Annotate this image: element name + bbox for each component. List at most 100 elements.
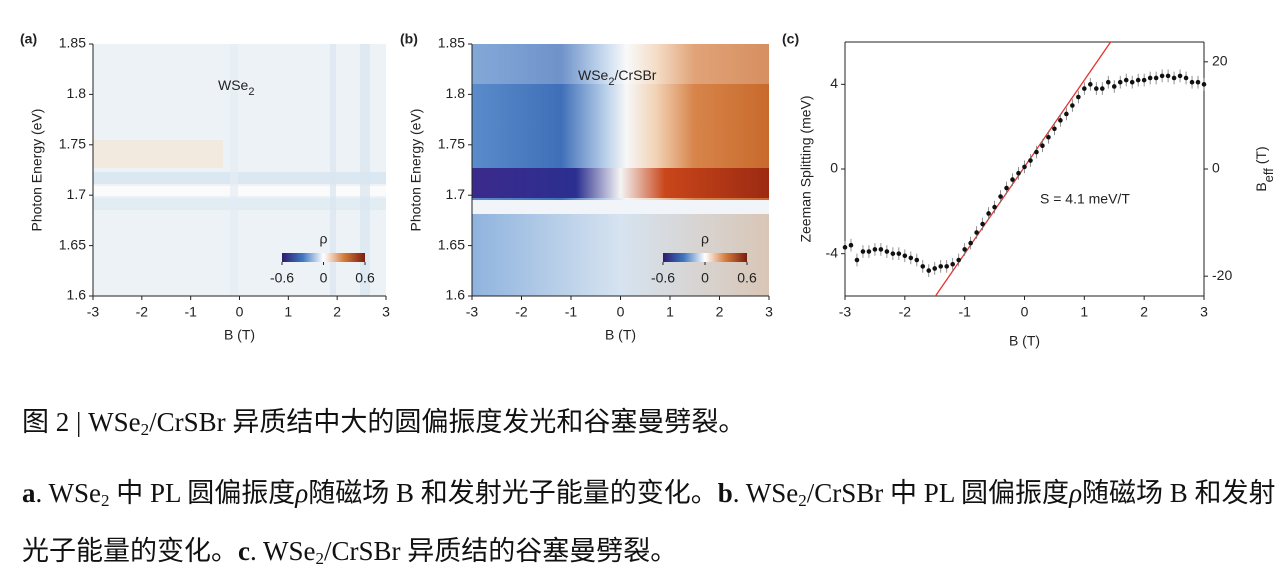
- data-point: [902, 253, 908, 259]
- data-point: [878, 247, 884, 252]
- x-tick-label: -3: [839, 304, 852, 320]
- colorbar: [282, 253, 365, 262]
- y-tick-label: 1.75: [59, 136, 86, 152]
- x-tick-label: 0: [236, 304, 244, 320]
- data-point: [896, 251, 902, 256]
- y-tick-label: 1.65: [59, 236, 86, 252]
- data-point: [1129, 79, 1135, 85]
- data-point: [1153, 75, 1159, 81]
- caption-text: /CrSBr 异质结中大的圆偏振度发光和谷塞曼劈裂。: [149, 407, 746, 437]
- label-part: WSe: [218, 77, 249, 93]
- caption-text: ρ: [295, 478, 309, 508]
- data-point: [1111, 84, 1117, 89]
- colorbar-tick-label: -0.6: [270, 270, 294, 286]
- data-point: [1189, 79, 1195, 85]
- y-tick-label: 1.7: [67, 186, 87, 202]
- page: (a) -3 -2 -1 0 1 2 3 1.6 1.65 1.7 1.75 1.8 1.85 B (T) P…: [20, 30, 1284, 568]
- colorbar-tick-label: -0.6: [651, 270, 675, 286]
- data-point: [1058, 118, 1063, 123]
- y-axis-label: Zeeman Splitting (meV): [798, 95, 814, 242]
- colorbar-tick-label: 0.6: [737, 270, 757, 286]
- colorbar-label: ρ: [701, 231, 709, 247]
- caption-text: . WSe: [35, 478, 102, 508]
- caption-title: 图 2 | WSe2/CrSBr 异质结中大的圆偏振度发光和谷塞曼劈裂。: [22, 397, 1284, 455]
- data-point: [866, 249, 872, 254]
- data-point: [1159, 73, 1165, 79]
- data-point: [968, 240, 973, 246]
- data-point: [860, 249, 866, 254]
- heatmap-image: [93, 44, 386, 296]
- data-point: [1004, 185, 1009, 191]
- data-point: [980, 221, 985, 227]
- data-point: [938, 264, 944, 269]
- data-point: [944, 264, 950, 269]
- data-point: [1117, 79, 1123, 85]
- caption-text: 2: [315, 549, 324, 568]
- data-point: [1034, 149, 1039, 155]
- x-tick-label: -2: [136, 304, 149, 320]
- caption-text: c: [238, 536, 250, 566]
- data-point: [992, 204, 997, 210]
- data-point: [1022, 164, 1027, 170]
- x-tick-label: 3: [765, 304, 773, 320]
- data-point: [1064, 111, 1069, 117]
- x-tick-label: 2: [716, 304, 724, 320]
- data-point: [872, 247, 878, 252]
- x-tick-label: 1: [1080, 304, 1088, 320]
- x-tick-label: 0: [1021, 304, 1029, 320]
- annotation: S = 4.1 meV/T: [1040, 191, 1130, 207]
- caption-text: . WSe: [249, 536, 316, 566]
- data-point: [1010, 177, 1015, 182]
- x-tick-label: 0: [617, 304, 625, 320]
- data-point: [1105, 79, 1111, 85]
- x-axis-label: B (T): [224, 327, 255, 343]
- data-point: [1076, 94, 1081, 100]
- y-tick-label: 0: [830, 160, 838, 176]
- caption-text: 随磁场 B 和发射光子能量的变化。: [308, 478, 718, 508]
- y2-tick-label: 0: [1212, 160, 1220, 176]
- data-point: [848, 242, 854, 248]
- caption-text: 2: [101, 491, 110, 510]
- x-tick-label: -1: [565, 304, 578, 320]
- colorbar-tick-label: 0: [320, 270, 328, 286]
- data-point: [1147, 75, 1153, 81]
- data-point: [1183, 75, 1189, 81]
- data-point: [1177, 73, 1183, 79]
- data-point: [956, 257, 961, 263]
- data-point: [1165, 73, 1171, 79]
- data-point: [1123, 77, 1129, 83]
- y-tick-label: 1.65: [438, 236, 465, 252]
- y-tick-label: 1.8: [67, 85, 87, 101]
- colorbar-label: ρ: [320, 231, 328, 247]
- y-tick-label: 1.75: [438, 136, 465, 152]
- y-axis-label: Photon Energy (eV): [408, 109, 424, 232]
- panel-letter: (a): [20, 31, 37, 47]
- data-point: [1171, 75, 1177, 81]
- x-tick-label: -2: [515, 304, 528, 320]
- y-tick-label: 1.85: [438, 35, 465, 51]
- data-point: [926, 268, 932, 273]
- y2-tick-label: -20: [1212, 267, 1232, 283]
- y-tick-label: 1.85: [59, 35, 86, 51]
- data-point: [1088, 82, 1093, 87]
- colorbar-tick-label: 0: [701, 270, 709, 286]
- data-point: [1016, 170, 1021, 176]
- caption-text: /CrSBr 中 PL 圆偏振度: [806, 478, 1070, 508]
- label-part: B: [1253, 182, 1269, 191]
- x-tick-label: 1: [666, 304, 674, 320]
- data-point: [932, 266, 938, 271]
- y-tick-label: 1.8: [446, 85, 466, 101]
- data-point: [1082, 86, 1087, 91]
- y-tick-label: 1.6: [67, 287, 87, 303]
- label-part: (T): [1253, 146, 1269, 168]
- data-point: [962, 247, 967, 252]
- label-part: WSe: [578, 67, 609, 83]
- panel-label: WSe2: [218, 77, 254, 98]
- panel-label: WSe2/CrSBr: [578, 67, 657, 88]
- data-point: [1070, 103, 1075, 108]
- caption-text: a: [22, 478, 36, 508]
- x-tick-label: 2: [1140, 304, 1148, 320]
- caption-text: ρ: [1069, 478, 1083, 508]
- caption-text: . WSe: [732, 478, 799, 508]
- data-point: [1094, 86, 1099, 91]
